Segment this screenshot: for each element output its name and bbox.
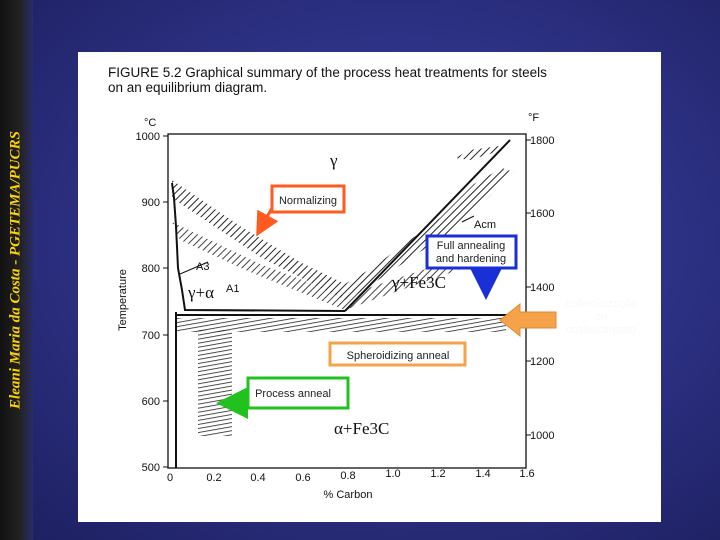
upper-hatch — [455, 146, 500, 160]
left-bar — [0, 0, 33, 540]
acm-pointer — [461, 215, 475, 223]
phase-gamma: γ — [329, 151, 338, 170]
unit-fahrenheit: °F — [528, 112, 539, 124]
f-tick-label: 1000 — [530, 430, 554, 442]
c-tick-label: 1000 — [136, 131, 160, 143]
f-tick-label: 1200 — [530, 356, 554, 368]
plot-frame — [167, 133, 527, 469]
callout-line2: ou — [594, 311, 608, 323]
spheroidizing-box — [328, 341, 467, 367]
acm-line — [344, 139, 511, 312]
x-tick-label: 1.2 — [430, 468, 445, 480]
a3-label: A3 — [196, 261, 209, 273]
a1-label: A1 — [226, 283, 239, 295]
x-tick-label: 1.6 — [519, 468, 534, 480]
phase-gamma-fe3c: γ+Fe3C — [391, 273, 446, 292]
celsius-ticks: 1000 900 800 700 600 500 — [136, 131, 168, 474]
spheroidization-callout: Esferoidização ou coalescimento — [556, 298, 646, 337]
unit-celsius: °C — [144, 117, 156, 129]
normalizing-box — [270, 184, 346, 214]
callout-line1: Esferoidização — [564, 298, 638, 310]
a3-pointer — [179, 261, 209, 275]
x-tick-label: 0.6 — [295, 472, 310, 484]
f-tick-label: 1600 — [530, 208, 554, 220]
full-annealing-label-1: Full annealing — [437, 240, 506, 252]
x-tick-label: 1.0 — [385, 468, 400, 480]
process-anneal-box — [246, 376, 350, 410]
a3-line — [171, 182, 346, 312]
normalizing-band — [172, 168, 514, 300]
full-annealing-band — [172, 222, 478, 310]
phase-gamma-alpha: γ+α — [187, 283, 214, 302]
process-anneal-label: Process anneal — [255, 388, 331, 400]
y-axis-label: Temperature — [117, 269, 129, 331]
carbon-ticks: 0 0.2 0.4 0.6 0.8 1.0 1.2 1.4 1.6 % Carb… — [117, 269, 535, 501]
c-tick-label: 600 — [142, 396, 160, 408]
x-axis-label: % Carbon — [324, 489, 373, 501]
acm-label: Acm — [474, 219, 496, 231]
c-tick-label: 500 — [142, 462, 160, 474]
figure-title-line1: FIGURE 5.2 Graphical summary of the proc… — [108, 65, 547, 80]
c-tick-label: 800 — [142, 263, 160, 275]
c-tick-label: 700 — [142, 330, 160, 342]
x-tick-label: 1.4 — [475, 468, 490, 480]
spheroidizing-label: Spheroidizing anneal — [347, 350, 450, 362]
c-tick-label: 900 — [142, 197, 160, 209]
figure-title-line2: on an equilibrium diagram. — [108, 80, 267, 95]
process-anneal-band — [198, 330, 232, 436]
x-tick-label: 0.2 — [206, 472, 221, 484]
spheroidizing-band — [176, 318, 506, 332]
phase-alpha-fe3c: α+Fe3C — [334, 419, 389, 438]
callout-line3: coalescimento — [565, 324, 637, 336]
x-tick-label: 0 — [167, 472, 173, 484]
normalizing-arrow — [256, 207, 279, 237]
x-tick-label: 0.4 — [250, 472, 265, 484]
fahrenheit-ticks: 1800 1600 1400 1200 1000 — [526, 135, 554, 442]
spheroidization-arrow — [499, 302, 557, 338]
x-tick-label: 0.8 — [340, 470, 355, 482]
full-annealing-label-2: and hardening — [436, 253, 506, 265]
f-tick-label: 1800 — [530, 135, 554, 147]
normalizing-label: Normalizing — [279, 195, 337, 207]
f-tick-label: 1400 — [530, 282, 554, 294]
